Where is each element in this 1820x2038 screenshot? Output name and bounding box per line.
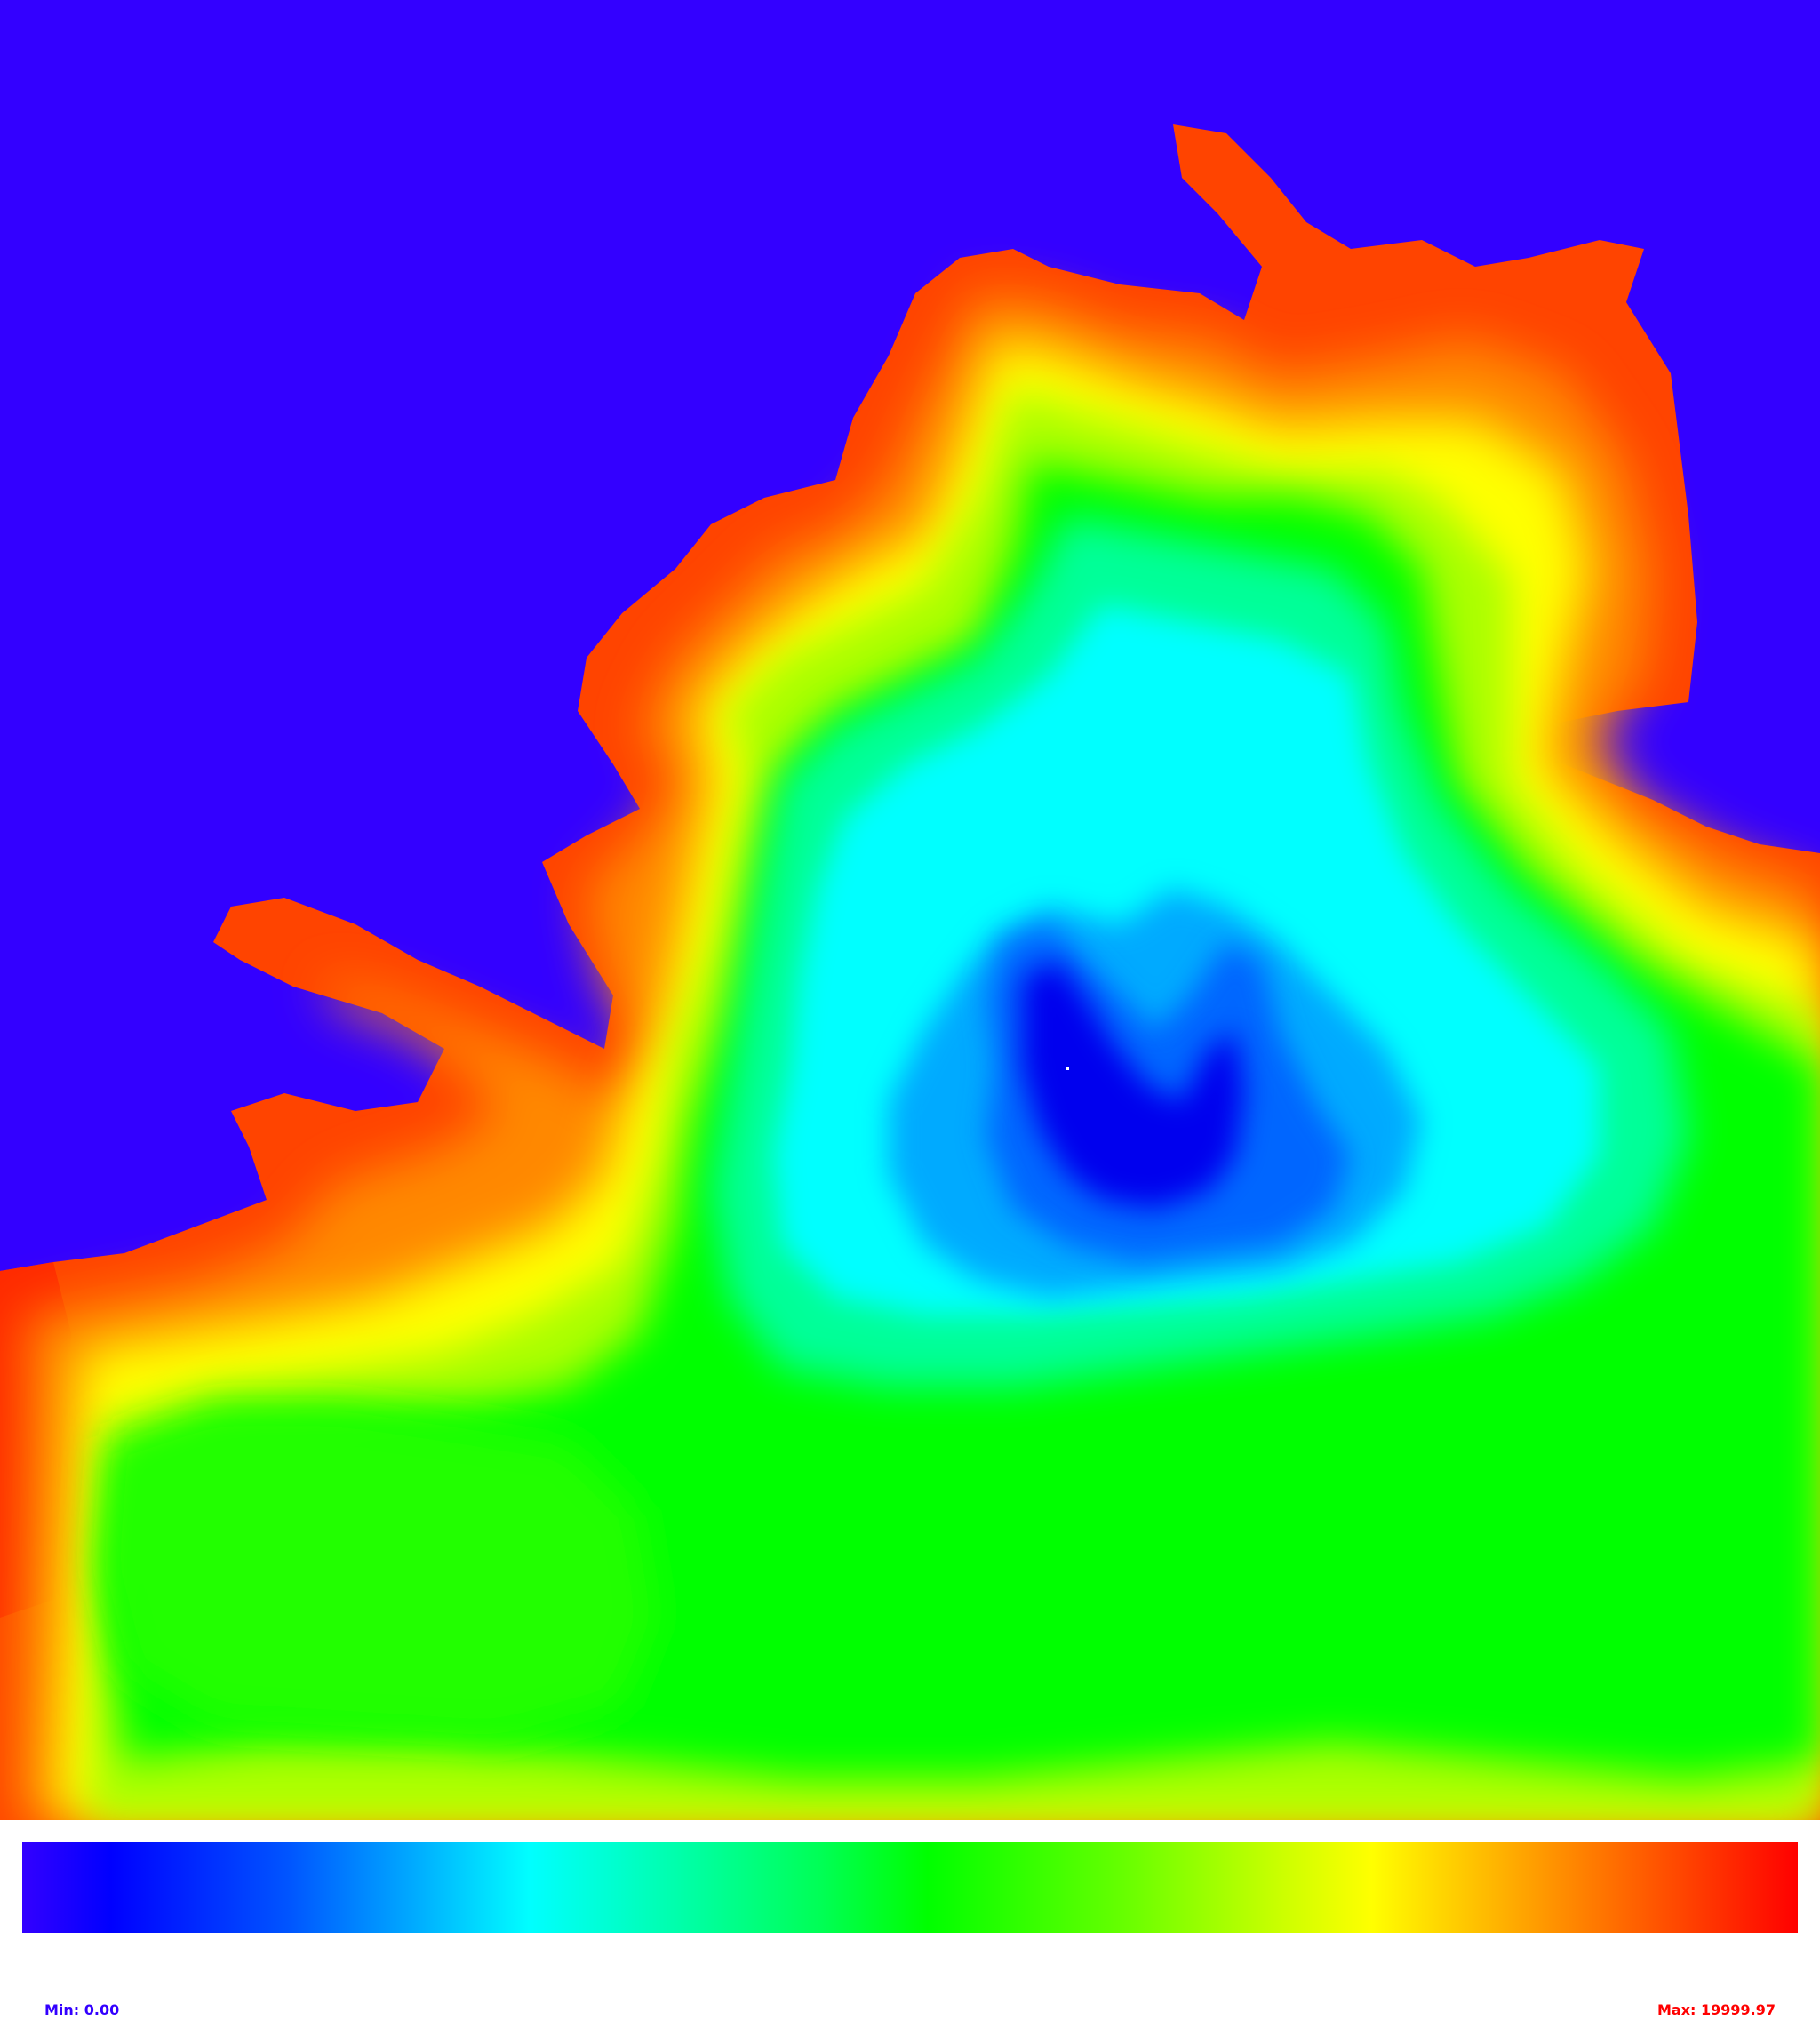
heatmap-plot (0, 0, 1820, 1820)
source-marker (1066, 1067, 1069, 1070)
colorbar-min-label: Min: 0.00 (44, 2002, 120, 2018)
band-core (1022, 960, 1244, 1209)
colorbar-max-label: Max: 19999.97 (1656, 2002, 1776, 2018)
colorbar (22, 1842, 1798, 1933)
band-green-lobe (98, 1404, 658, 1742)
